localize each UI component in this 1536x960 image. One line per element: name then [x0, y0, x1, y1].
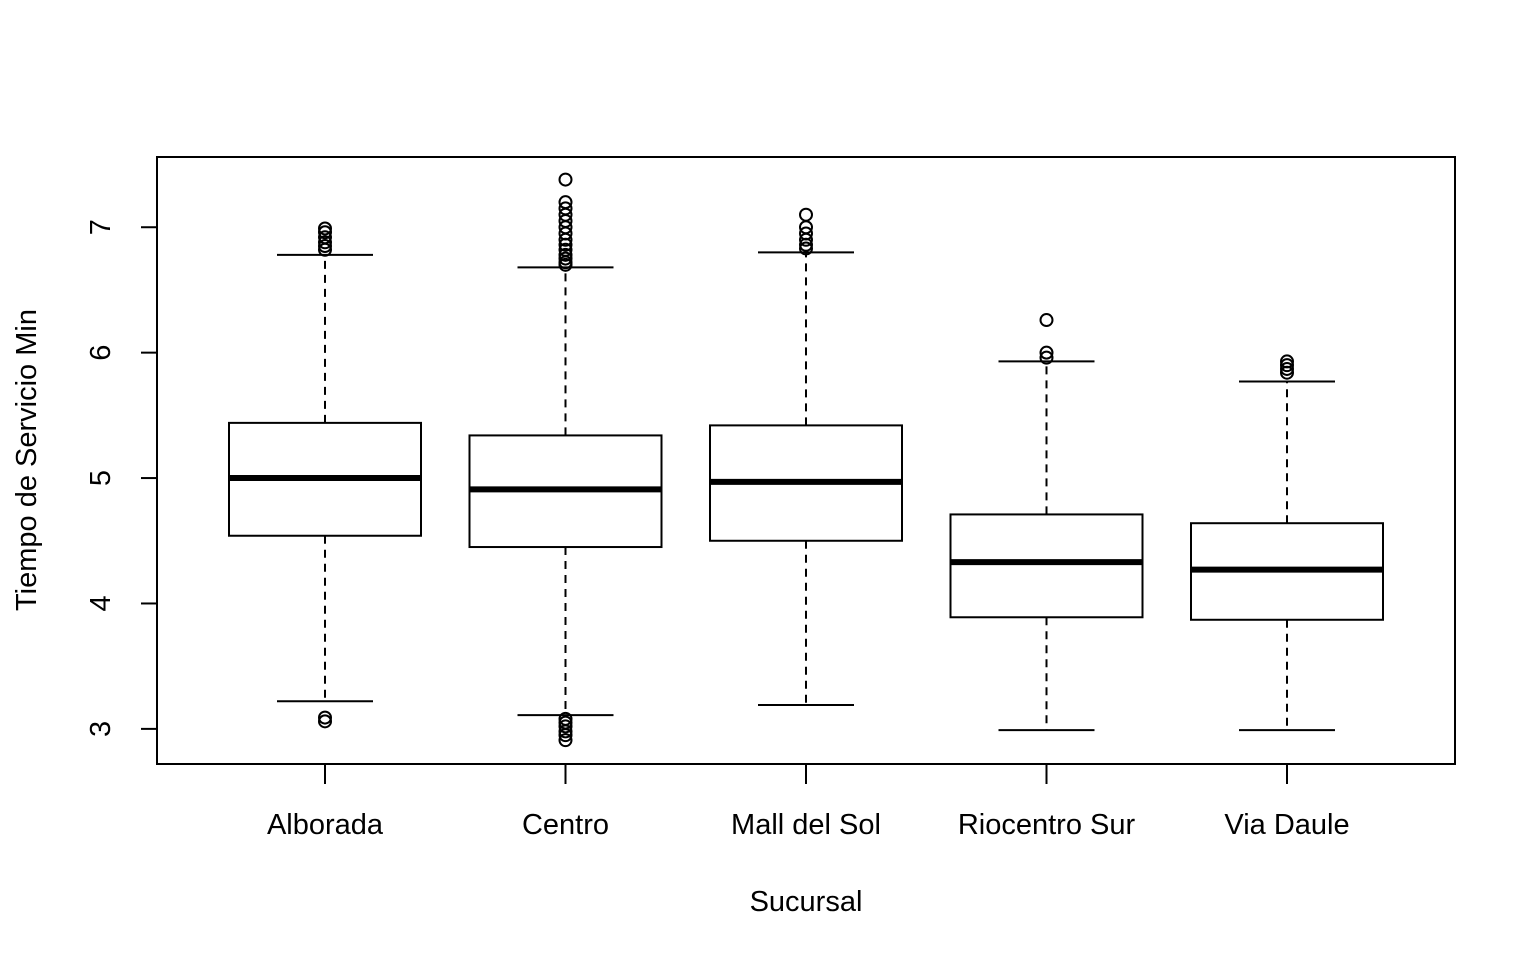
y-tick-label: 4	[85, 595, 117, 611]
outlier-point	[558, 172, 573, 187]
box-group	[1190, 354, 1384, 732]
x-tick-label: Riocentro Sur	[958, 809, 1136, 841]
box-group	[468, 172, 663, 748]
outlier-point	[799, 241, 813, 256]
outlier-point	[1280, 361, 1294, 376]
outlier-point	[558, 247, 573, 262]
outlier-point	[318, 714, 332, 729]
y-axis-title: Tiempo de Servicio Min	[11, 309, 43, 611]
y-tick-label: 5	[85, 470, 117, 486]
outlier-point	[318, 235, 332, 250]
outlier-point	[799, 207, 813, 222]
outlier-point	[799, 226, 813, 241]
x-tick-label: Mall del Sol	[731, 809, 881, 841]
x-axis: Alborada Centro Mall del Sol Riocentro Sur V…	[267, 763, 1350, 841]
outlier-point	[318, 710, 332, 725]
y-tick-label: 7	[85, 219, 117, 235]
outlier-point	[318, 230, 332, 245]
box-group	[949, 313, 1144, 732]
x-axis-title: Sucursal	[750, 886, 863, 918]
outlier-point	[558, 719, 573, 734]
outlier-point	[318, 225, 332, 240]
outlier-point	[1280, 358, 1294, 373]
box-group	[709, 207, 903, 707]
outlier-point	[318, 221, 332, 236]
boxes-layer	[228, 172, 1384, 748]
outlier-point	[558, 201, 573, 216]
x-tick-label: Centro	[522, 809, 609, 841]
y-axis: 3 4 5 6 7	[85, 219, 158, 737]
outlier-point	[1039, 313, 1054, 328]
outlier-point	[558, 733, 573, 748]
y-tick-label: 3	[85, 721, 117, 737]
y-tick-label: 6	[85, 345, 117, 361]
outlier-point	[1039, 345, 1054, 360]
box-group	[228, 221, 422, 729]
outlier-point	[558, 242, 573, 257]
outlier-point	[1039, 350, 1054, 365]
outlier-point	[1280, 354, 1294, 369]
x-tick-label: Via Daule	[1224, 809, 1349, 841]
outlier-point	[558, 724, 573, 739]
x-tick-label: Alborada	[267, 809, 384, 841]
outlier-point	[558, 195, 573, 210]
outlier-point	[558, 728, 573, 743]
outlier-point	[558, 251, 573, 266]
outlier-point	[318, 239, 332, 254]
iqr-box	[949, 513, 1144, 619]
